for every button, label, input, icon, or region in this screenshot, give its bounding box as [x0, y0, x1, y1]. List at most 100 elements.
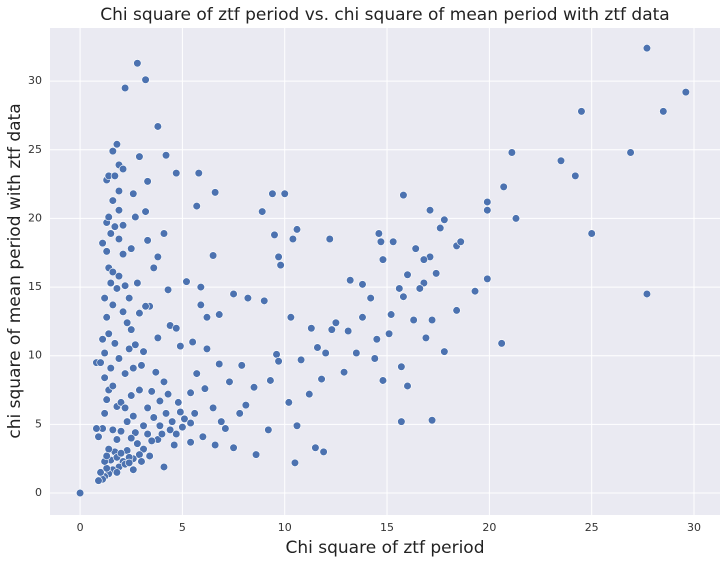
point — [217, 417, 226, 426]
point — [209, 251, 218, 260]
point — [249, 383, 259, 392]
point — [659, 107, 668, 116]
point — [311, 443, 320, 452]
point — [98, 335, 107, 344]
point — [147, 436, 156, 445]
point — [143, 236, 152, 245]
point — [403, 381, 412, 391]
point — [121, 281, 130, 290]
point — [100, 348, 109, 358]
point — [384, 329, 394, 338]
point — [325, 234, 334, 244]
x-tick-label: 20 — [482, 521, 496, 534]
point — [125, 458, 134, 467]
point — [470, 287, 480, 296]
point — [118, 221, 128, 230]
point — [182, 277, 191, 286]
point — [108, 381, 117, 391]
point — [94, 476, 103, 485]
x-tick-label: 0 — [77, 521, 84, 534]
point — [139, 347, 148, 356]
point — [292, 225, 302, 234]
point — [129, 412, 138, 421]
point — [141, 207, 150, 216]
point — [251, 450, 261, 459]
point — [108, 300, 117, 310]
point — [268, 189, 277, 198]
point — [127, 244, 136, 253]
point — [139, 444, 148, 454]
point — [139, 421, 148, 430]
point — [104, 329, 113, 338]
point — [131, 428, 140, 437]
x-tick-label: 5 — [179, 521, 186, 534]
point — [198, 432, 207, 441]
point — [135, 152, 144, 161]
point — [642, 44, 652, 53]
point — [276, 261, 285, 270]
point — [96, 358, 105, 367]
point — [102, 313, 111, 322]
point — [395, 284, 404, 293]
point — [143, 403, 152, 413]
point — [192, 201, 201, 211]
point — [114, 186, 124, 196]
point — [112, 140, 122, 149]
point — [153, 122, 162, 131]
x-tick-label: 30 — [687, 521, 701, 534]
point — [159, 462, 169, 472]
point — [174, 398, 183, 407]
point — [378, 255, 388, 264]
point — [100, 373, 109, 382]
point — [284, 398, 293, 407]
point — [272, 350, 281, 359]
point — [114, 354, 124, 363]
point — [100, 409, 109, 418]
point — [110, 222, 119, 231]
point — [358, 313, 367, 322]
point — [483, 197, 492, 207]
point — [387, 310, 396, 319]
x-axis-label: Chi square of ztf period — [285, 538, 484, 558]
point — [196, 300, 205, 310]
point — [104, 212, 113, 222]
point — [419, 255, 428, 264]
chart-title: Chi square of ztf period vs. chi square … — [100, 5, 669, 25]
point — [346, 276, 355, 285]
point — [397, 362, 406, 371]
y-tick-label: 5 — [35, 417, 42, 430]
point — [399, 190, 408, 200]
point — [190, 409, 199, 418]
point — [229, 289, 238, 299]
point — [133, 439, 142, 448]
point — [270, 230, 279, 240]
point — [186, 388, 195, 397]
point — [116, 427, 126, 436]
point — [266, 376, 275, 385]
point — [157, 429, 167, 439]
point — [288, 234, 298, 244]
point — [229, 443, 238, 452]
point — [118, 250, 128, 259]
point — [419, 278, 428, 288]
point — [149, 413, 158, 422]
point — [127, 391, 136, 400]
point — [243, 293, 252, 303]
point — [123, 318, 132, 327]
point — [425, 206, 435, 215]
point — [209, 403, 218, 413]
point — [161, 409, 171, 418]
point — [411, 244, 420, 253]
point — [176, 407, 185, 417]
point — [274, 357, 283, 366]
point — [499, 182, 508, 191]
point — [166, 425, 175, 434]
point — [200, 384, 210, 393]
point — [483, 274, 492, 283]
point — [121, 403, 130, 413]
point — [96, 468, 105, 477]
point — [100, 293, 109, 303]
point — [135, 450, 144, 459]
point — [511, 214, 521, 223]
point — [372, 335, 381, 344]
